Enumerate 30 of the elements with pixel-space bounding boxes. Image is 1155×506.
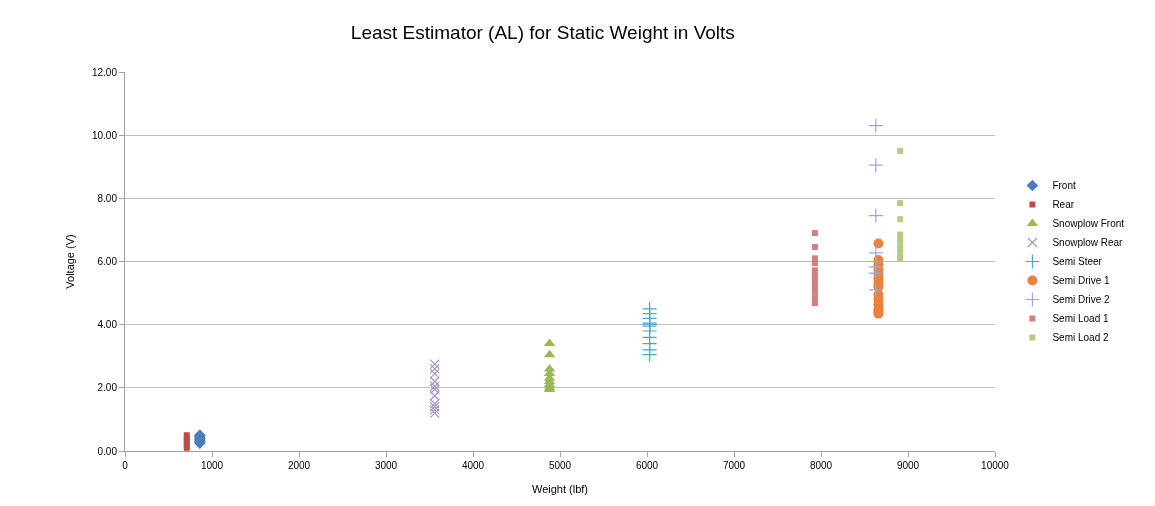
x-tick-label: 4000 bbox=[461, 460, 485, 471]
legend-label: Front bbox=[1052, 180, 1076, 192]
y-tick-label: 4.00 bbox=[97, 319, 118, 331]
x-axis-title: Weight (lbf) bbox=[531, 483, 589, 496]
x-tick-label: 7000 bbox=[722, 460, 746, 471]
legend-label: Semi Drive 2 bbox=[1052, 294, 1111, 306]
legend-label: Semi Steer bbox=[1052, 256, 1103, 268]
y-tick-label: 0.00 bbox=[97, 445, 118, 457]
y-tick-label: 8.00 bbox=[97, 192, 118, 204]
x-tick-label: 3000 bbox=[374, 460, 398, 471]
x-tick-label: 0 bbox=[122, 460, 129, 471]
legend-label: Semi Load 1 bbox=[1052, 313, 1109, 325]
legend-label: Rear bbox=[1052, 199, 1075, 211]
legend-label: Snowplow Front bbox=[1052, 218, 1125, 230]
y-axis-title: Voltage (V) bbox=[63, 234, 76, 289]
x-tick-label: 8000 bbox=[809, 460, 833, 471]
legend-label: Semi Drive 1 bbox=[1052, 275, 1111, 287]
y-tick-label: 2.00 bbox=[97, 382, 118, 394]
x-tick-label: 6000 bbox=[635, 460, 659, 471]
chart-title: Least Estimator (AL) for Static Weight in Volts bbox=[350, 21, 735, 43]
x-tick-label: 9000 bbox=[896, 460, 920, 471]
y-tick-label: 6.00 bbox=[97, 256, 118, 267]
y-tick-label: 10.00 bbox=[91, 129, 118, 141]
x-tick-label: 10000 bbox=[981, 460, 1010, 471]
x-tick-label: 1000 bbox=[200, 460, 224, 471]
legend-label: Snowplow Rear bbox=[1052, 237, 1124, 249]
x-tick-label: 5000 bbox=[548, 460, 572, 471]
x-tick-label: 2000 bbox=[287, 460, 311, 471]
legend-label: Semi Load 2 bbox=[1052, 332, 1109, 344]
y-tick-label: 12.00 bbox=[91, 66, 118, 78]
